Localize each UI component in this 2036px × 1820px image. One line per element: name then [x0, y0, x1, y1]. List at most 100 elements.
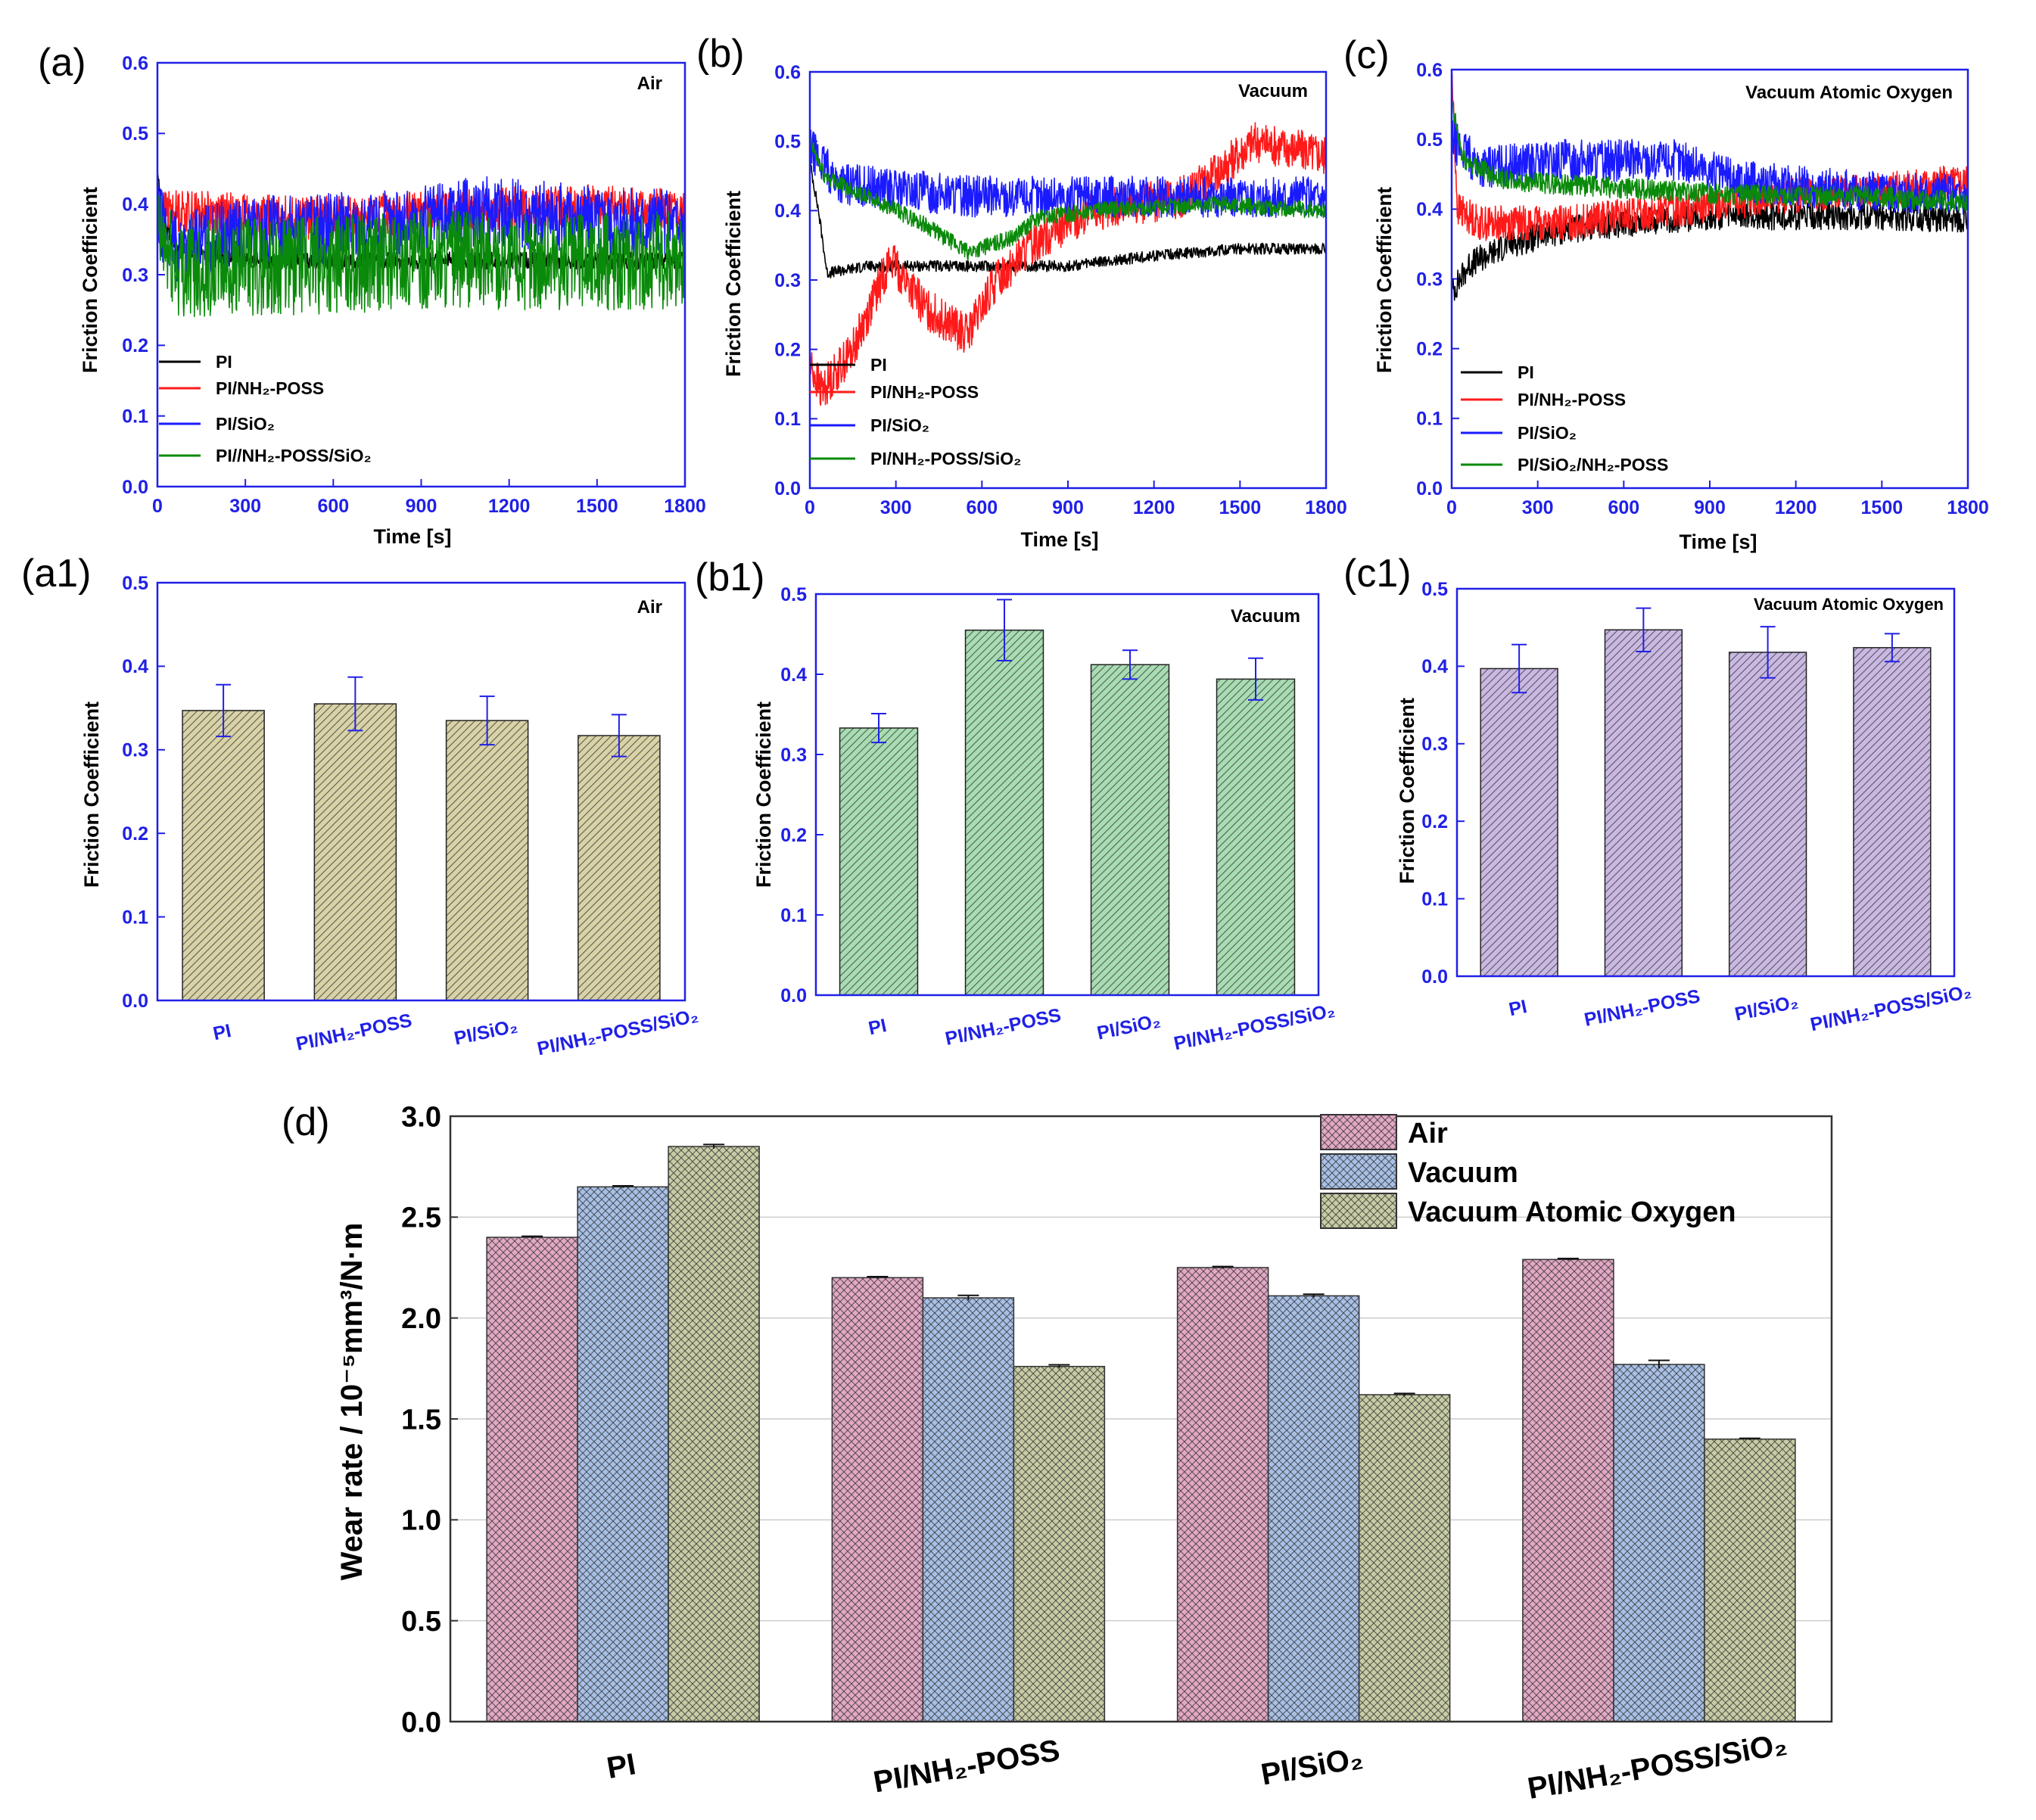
ytick-label-b: 0.4	[774, 201, 801, 222]
ytick-label-d: 1.0	[401, 1505, 441, 1537]
xtick-label-b: 1500	[1219, 497, 1262, 518]
bar-d-0-0	[486, 1237, 578, 1722]
bar-b1-0	[839, 727, 919, 996]
ylabel-a1: Friction Coefficient	[80, 702, 103, 888]
panel-label-c: (c)	[1343, 33, 1390, 77]
ytick-label-b: 0.6	[774, 62, 801, 83]
ytick-label-c: 0.2	[1416, 338, 1443, 359]
ytick-label-c1: 0.0	[1421, 966, 1448, 988]
bar-a1-3	[577, 735, 661, 1001]
axes-a1: 0.0 0.1 0.2 0.3 0.4 0.5 PI PI/NH₂-POSS PI/SiO₂ PI…	[122, 573, 700, 1060]
ytick-label-a1: 0.4	[122, 656, 148, 677]
category-label-b1-0: PI	[867, 1015, 889, 1039]
xtick-label-b: 0	[805, 497, 815, 518]
legend-a: PI PI/NH₂-POSS PI/SiO₂ PI//NH₂-POSS/SiO₂	[159, 352, 372, 465]
legend-label-b-pi: PI	[870, 355, 887, 375]
ytick-label-c: 0.5	[1416, 129, 1443, 151]
bar-c1-1	[1604, 629, 1683, 977]
ytick-label-b1: 0.3	[780, 745, 807, 766]
bar-b1-2	[1090, 664, 1170, 996]
xtick-label-a: 0	[152, 496, 163, 517]
xtick-label-b: 1200	[1133, 497, 1175, 518]
xtick-label-a: 600	[317, 496, 349, 517]
legend-c: PI PI/NH₂-POSS PI/SiO₂ PI/SiO₂/NH₂-POSS	[1461, 362, 1668, 474]
category-label-a1-3: PI/NH₂-POSS/SiO₂	[535, 1005, 700, 1059]
ytick-label-c: 0.1	[1416, 409, 1443, 430]
ytick-label-c: 0.6	[1416, 60, 1443, 81]
xtick-label-a: 1500	[576, 496, 618, 517]
category-label-d-2: PI/SiO₂	[1259, 1741, 1365, 1792]
xlabel-b: Time [s]	[1020, 528, 1098, 551]
ytick-label-b: 0.3	[774, 270, 801, 291]
ylabel-c: Friction Coefficient	[1373, 187, 1396, 373]
ytick-label-a1: 0.1	[122, 907, 148, 928]
bar-d-1-2	[1013, 1365, 1106, 1722]
plot-frame-c1	[1455, 587, 1956, 978]
xtick-label-a: 1800	[664, 496, 706, 517]
xlabel-c: Time [s]	[1679, 530, 1757, 553]
bar-b1-3	[1216, 678, 1296, 996]
ytick-label-b1: 0.0	[780, 985, 807, 1006]
ytick-label-b1: 0.5	[780, 584, 807, 605]
ytick-label-d: 0.5	[401, 1606, 441, 1638]
ytick-label-a: 0.4	[122, 194, 148, 215]
plot-frame-c	[1450, 68, 1969, 490]
bar-a1-1	[313, 703, 397, 1001]
ytick-label-c: 0.4	[1416, 199, 1443, 220]
ytick-label-c1: 0.1	[1421, 888, 1448, 910]
bar-b1-1	[964, 629, 1044, 996]
ytick-label-b1: 0.2	[780, 825, 807, 846]
series-line-c-2	[1451, 120, 1969, 216]
legend-swatch-d-air	[1320, 1114, 1397, 1150]
axes-b1: 0.0 0.1 0.2 0.3 0.4 0.5 PI PI/NH₂-POSS PI/SiO₂ PI…	[780, 584, 1337, 1055]
category-label-a1-2: PI/SiO₂	[453, 1016, 520, 1050]
bar-d-2-2	[1358, 1394, 1451, 1722]
legend-label-b-both: PI/NH₂-POSS/SiO₂	[870, 449, 1021, 468]
xtick-label-c: 900	[1694, 497, 1726, 518]
series-line-a-3	[157, 194, 686, 317]
category-label-c1-1: PI/NH₂-POSS	[1583, 985, 1702, 1031]
series-line-b-1	[809, 122, 1327, 406]
chart-panel-a1: (a1) Friction Coefficient 0.00.10.20.30.…	[21, 552, 700, 1059]
bar-d-3-1	[1613, 1364, 1705, 1722]
category-label-a1-0: PI	[211, 1020, 233, 1044]
bar-c1-0	[1480, 667, 1558, 977]
ytick-label-d: 2.5	[401, 1202, 441, 1234]
axes-a: 0.0 0.1 0.2 0.3 0.4 0.5 0.6 0 300 600 900 1200 1500 1…	[122, 53, 706, 517]
ytick-label-c1: 0.4	[1421, 656, 1448, 677]
series-line-c-1	[1451, 73, 1969, 241]
chart-panel-b: (b) Time [s] Friction Coefficient 0.0 0.1…	[696, 32, 1347, 551]
axes-c: 0.0 0.1 0.2 0.3 0.4 0.5 0.6 0 300 600 900 1200 1500 1…	[1416, 60, 1989, 518]
legend-label-a-both: PI//NH₂-POSS/SiO₂	[216, 446, 372, 465]
bar-d-1-1	[922, 1297, 1015, 1722]
ytick-label-d: 1.5	[401, 1404, 441, 1436]
xlabel-a: Time [s]	[373, 525, 451, 548]
ytick-label-b: 0.5	[774, 131, 801, 152]
annotation-a: Air	[637, 73, 662, 94]
ytick-label-b: 0.1	[774, 409, 801, 430]
chart-panel-b1: (b1) Friction Coefficient 0.00.10.20.30.…	[695, 555, 1337, 1054]
legend-label-d-vacuum: Vacuum	[1408, 1157, 1518, 1189]
legend-label-b-sio2: PI/SiO₂	[870, 415, 929, 435]
legend-label-c-poss: PI/NH₂-POSS	[1518, 390, 1626, 409]
panel-label-d: (d)	[282, 1100, 330, 1144]
legend-swatch-d-vacuum	[1320, 1153, 1397, 1190]
legend-b: PI PI/NH₂-POSS PI/SiO₂ PI/NH₂-POSS/SiO₂	[810, 355, 1021, 468]
axes-c1: 0.0 0.1 0.2 0.3 0.4 0.5 PI PI/NH₂-POSS PI/SiO₂ PI…	[1421, 579, 1973, 1036]
ytick-label-c1: 0.2	[1421, 811, 1448, 832]
annotation-c1: Vacuum Atomic Oxygen	[1754, 595, 1944, 614]
bar-a1-2	[445, 720, 529, 1001]
bar-d-0-2	[668, 1146, 760, 1722]
ytick-label-a1: 0.0	[122, 991, 148, 1012]
legend-label-d-air: Air	[1408, 1118, 1448, 1150]
category-label-b1-2: PI/SiO₂	[1095, 1010, 1163, 1044]
chart-panel-c1: (c1) Friction Coefficient 0.00.10.20.30.…	[1343, 552, 1973, 1035]
annotation-b1: Vacuum	[1231, 606, 1300, 627]
ytick-label-a: 0.5	[122, 123, 148, 145]
legend-swatch-d-vao	[1320, 1193, 1397, 1229]
xtick-label-a: 1200	[488, 496, 531, 517]
legend-d: Air Vacuum Vacuum Atomic Oxygen	[1320, 1114, 1736, 1229]
ytick-label-a: 0.0	[122, 477, 148, 498]
category-label-d-3: PI/NH₂-POSS/SiO₂	[1525, 1727, 1789, 1806]
plot-frame-b	[808, 70, 1328, 490]
